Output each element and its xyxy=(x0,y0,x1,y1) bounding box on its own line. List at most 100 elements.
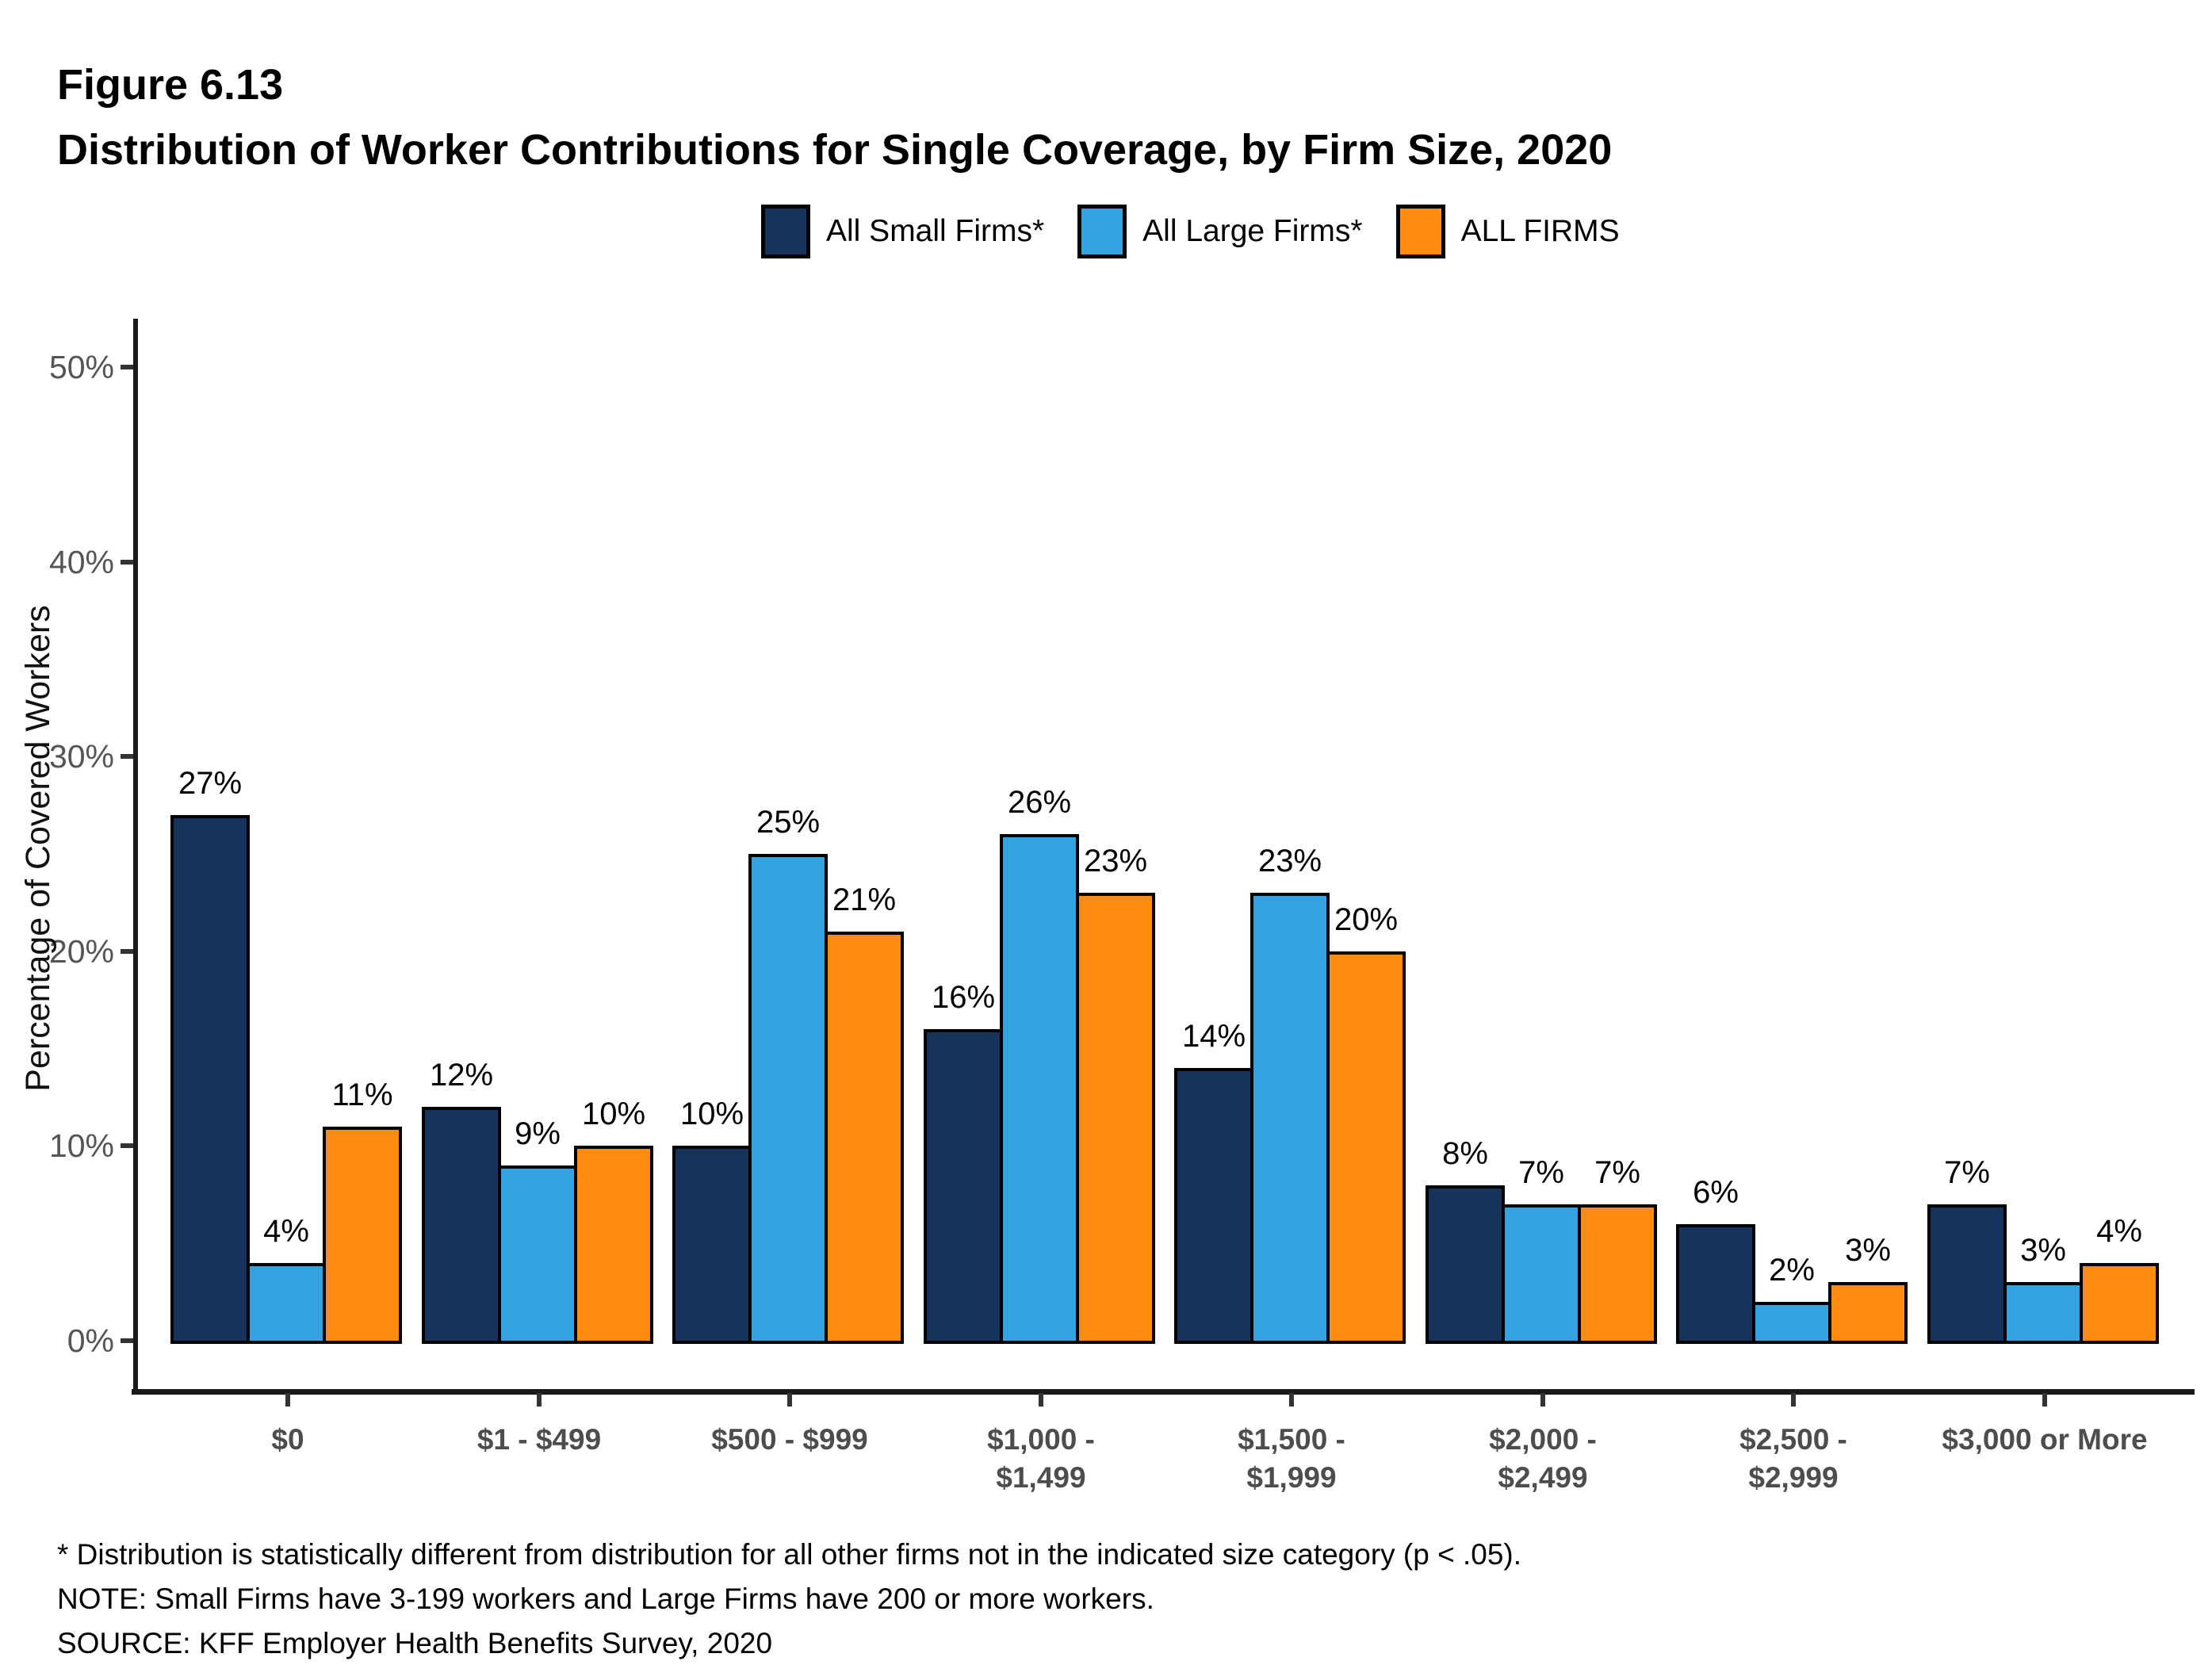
bar-all-firms-2-500-2-999 xyxy=(1828,1282,1908,1344)
legend: All Small Firms* All Large Firms* ALL FIRM… xyxy=(761,205,1620,258)
bar-all-small-firms-0 xyxy=(170,815,250,1344)
x-category-label-3-000-or-more: $3,000 or More xyxy=(1914,1421,2176,1459)
y-tick-label: 20% xyxy=(48,933,114,970)
bar-value-label: 11% xyxy=(331,1077,393,1112)
bar-value-label: 4% xyxy=(263,1214,309,1249)
bar-all-small-firms-1-000-1-499 xyxy=(924,1029,1003,1344)
bar-value-label: 4% xyxy=(2096,1214,2142,1249)
bar-value-label: 7% xyxy=(1518,1155,1564,1190)
x-category-line: $3,000 or More xyxy=(1942,1423,2148,1456)
bar-value-label: 6% xyxy=(1693,1175,1739,1210)
legend-item-all-small-firms: All Small Firms* xyxy=(761,205,1044,258)
legend-item-all-large-firms: All Large Firms* xyxy=(1077,205,1363,258)
x-category-line: $1,499 xyxy=(996,1461,1086,1494)
bar-all-large-firms-1-500-1-999 xyxy=(1250,893,1330,1344)
bar-all-large-firms-3-000-or-more xyxy=(2003,1282,2083,1344)
bar-all-firms-1-499 xyxy=(574,1146,653,1344)
y-tick-label: 30% xyxy=(48,738,114,775)
y-axis-line xyxy=(133,319,138,1394)
bar-all-small-firms-500-999 xyxy=(672,1146,752,1344)
x-category-line: $2,499 xyxy=(1498,1461,1588,1494)
bar-value-label: 23% xyxy=(1083,844,1148,878)
bar-value-label: 12% xyxy=(429,1058,494,1093)
x-tick xyxy=(1791,1393,1796,1407)
legend-label-all-firms: ALL FIRMS xyxy=(1460,214,1620,248)
bar-value-label: 20% xyxy=(1334,902,1399,937)
footnote-note: NOTE: Small Firms have 3-199 workers and… xyxy=(57,1583,1154,1615)
bar-value-label: 10% xyxy=(581,1097,646,1131)
y-tick xyxy=(121,365,133,369)
x-category-line: $1,500 - xyxy=(1238,1423,1345,1456)
bar-value-label: 10% xyxy=(679,1097,744,1131)
x-tick xyxy=(1540,1393,1545,1407)
x-category-line: $2,999 xyxy=(1748,1461,1839,1494)
bar-value-label: 27% xyxy=(178,766,243,801)
x-tick xyxy=(2042,1393,2047,1407)
footnote-significance: * Distribution is statistically differen… xyxy=(57,1538,1522,1571)
bar-value-label: 3% xyxy=(1845,1233,1891,1268)
y-tick xyxy=(121,949,133,954)
bar-all-firms-3-000-or-more xyxy=(2080,1263,2159,1344)
bar-value-label: 21% xyxy=(832,882,897,917)
bar-value-label: 25% xyxy=(756,805,821,840)
bar-all-firms-0 xyxy=(323,1127,402,1344)
bar-value-label: 8% xyxy=(1442,1136,1488,1171)
legend-label-all-large-firms: All Large Firms* xyxy=(1142,214,1363,248)
bar-value-label: 7% xyxy=(1594,1155,1640,1190)
bar-all-firms-2-000-2-499 xyxy=(1578,1204,1657,1344)
bar-value-label: 9% xyxy=(515,1116,561,1151)
x-category-line: $1,999 xyxy=(1246,1461,1337,1494)
bar-all-small-firms-2-000-2-499 xyxy=(1426,1185,1505,1344)
x-axis-line xyxy=(132,1389,2195,1395)
x-category-line: $0 xyxy=(271,1423,304,1456)
x-category-line: $2,500 - xyxy=(1739,1423,1847,1456)
x-category-line: $1 - $499 xyxy=(476,1423,602,1456)
bar-value-label: 7% xyxy=(1944,1155,1990,1190)
legend-swatch-all-small-firms xyxy=(761,205,810,258)
bar-all-large-firms-500-999 xyxy=(748,854,828,1344)
legend-swatch-all-firms xyxy=(1395,205,1445,258)
x-category-label-2-500-2-999: $2,500 - $2,999 xyxy=(1663,1421,1924,1497)
bar-all-small-firms-3-000-or-more xyxy=(1927,1204,2007,1344)
x-category-line: $500 - $999 xyxy=(711,1423,868,1456)
y-tick xyxy=(121,1338,133,1343)
x-tick xyxy=(787,1393,792,1407)
bar-value-label: 2% xyxy=(1769,1253,1815,1288)
bar-all-firms-1-000-1-499 xyxy=(1076,893,1155,1344)
y-tick-label: 50% xyxy=(48,349,114,385)
footnote-source: SOURCE: KFF Employer Health Benefits Sur… xyxy=(57,1627,773,1659)
figure-title: Distribution of Worker Contributions for… xyxy=(57,126,1613,174)
legend-label-all-small-firms: All Small Firms* xyxy=(826,214,1045,248)
y-tick xyxy=(121,1143,133,1148)
bar-value-label: 14% xyxy=(1181,1019,1246,1054)
bar-value-label: 16% xyxy=(931,980,996,1015)
bar-all-firms-1-500-1-999 xyxy=(1326,951,1406,1344)
bar-all-small-firms-1-500-1-999 xyxy=(1174,1068,1253,1344)
bar-all-large-firms-0 xyxy=(247,1263,326,1344)
y-tick-label: 10% xyxy=(48,1127,114,1164)
bar-all-large-firms-2-000-2-499 xyxy=(1502,1204,1581,1344)
bar-all-small-firms-2-500-2-999 xyxy=(1676,1224,1755,1344)
bar-all-firms-500-999 xyxy=(825,932,904,1344)
x-tick xyxy=(537,1393,542,1407)
x-category-label-1-500-1-999: $1,500 - $1,999 xyxy=(1161,1421,1422,1497)
y-tick-label: 40% xyxy=(48,544,114,580)
y-tick xyxy=(121,754,133,759)
bar-all-large-firms-1-499 xyxy=(498,1166,577,1344)
x-tick xyxy=(1039,1393,1043,1407)
y-tick-label: 0% xyxy=(67,1322,114,1359)
bar-value-label: 26% xyxy=(1007,785,1072,820)
y-tick xyxy=(121,560,133,565)
x-tick xyxy=(285,1393,290,1407)
bar-value-label: 3% xyxy=(2020,1233,2066,1268)
y-axis-title: Percentage of Covered Workers xyxy=(19,605,57,1092)
bar-value-label: 23% xyxy=(1257,844,1322,878)
x-category-label-1-000-1-499: $1,000 - $1,499 xyxy=(910,1421,1172,1497)
legend-swatch-all-large-firms xyxy=(1077,205,1127,258)
x-category-line: $2,000 - xyxy=(1489,1423,1597,1456)
bar-all-large-firms-2-500-2-999 xyxy=(1752,1302,1831,1344)
legend-item-all-firms: ALL FIRMS xyxy=(1395,205,1620,258)
x-category-label-500-999: $500 - $999 xyxy=(659,1421,920,1459)
